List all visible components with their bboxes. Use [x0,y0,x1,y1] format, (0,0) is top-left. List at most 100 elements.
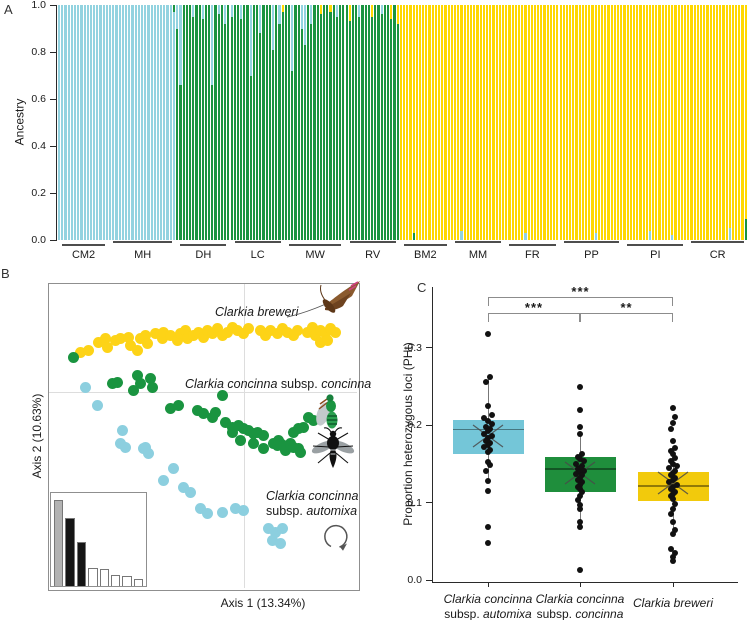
pca-point [91,399,103,411]
ancestry-bar [418,5,422,240]
ancestry-segment-green [188,5,192,240]
ancestry-bar [422,5,425,240]
ancestry-segment-green [396,23,399,240]
ancestry-bar [629,5,632,240]
pca-point [221,326,233,338]
ancestry-segment-blue [86,5,89,240]
ancestry-segment-blue [70,5,73,240]
boxplot-dot [672,414,679,421]
ancestry-segment-yellow [715,5,719,240]
pca-point [139,329,151,341]
boxplot-dot [480,444,487,451]
ancestry-bar [182,5,185,240]
ancestry-bar [278,5,281,240]
population-label: FR [525,249,540,261]
population-underline [509,244,556,246]
ancestry-tick [50,239,57,241]
pht-x-tick [579,582,581,587]
pht-axis-label: Proportion heterozygous loci (PHt) [401,342,415,526]
ancestry-segment-blue [201,5,204,20]
pca-point [257,442,269,454]
ancestry-bar [594,5,597,240]
ancestry-segment-yellow [390,5,393,20]
ancestry-bar [562,5,565,240]
pca-point [192,326,204,338]
ancestry-segment-yellow [690,5,693,240]
ancestry-segment-blue [671,235,674,240]
population-label: MW [305,249,325,261]
ancestry-segment-yellow [495,5,498,240]
ancestry-segment-yellow [722,5,725,240]
pca-point [114,437,126,449]
ancestry-segment-yellow [696,5,700,240]
ancestry-segment-green [390,19,393,240]
pca-point [287,426,299,438]
ancestry-segment-yellow [572,5,575,240]
ancestry-segment-green [393,5,396,240]
label-text: Clarkia concinna [535,592,625,606]
ancestry-segment-green [172,5,176,13]
scree-bar [122,576,132,586]
ancestry-segment-blue [172,12,176,240]
ancestry-bar [342,5,345,240]
ancestry-bar [457,5,460,240]
ancestry-segment-yellow [645,5,648,240]
ancestry-segment-yellow [575,5,578,240]
ancestry-segment-blue [64,5,67,240]
pca-point [294,446,306,458]
ancestry-segment-yellow [725,5,728,240]
ancestry-segment-yellow [329,5,332,13]
ancestry-segment-yellow [406,5,409,240]
ancestry-segment-yellow [629,5,632,240]
structure-population-PI [623,5,687,240]
boxplot-dot [670,530,676,537]
ancestry-bar [492,5,495,240]
ancestry-segment-blue [77,5,80,240]
ancestry-bar [460,5,463,240]
ancestry-segment-yellow [578,5,581,240]
pca-point [247,437,259,449]
hawkmoth-icon [316,279,362,317]
ancestry-segment-yellow [642,5,645,240]
ancestry-segment-yellow [620,5,623,240]
significance-bracket [580,313,673,322]
pca-point [301,326,313,338]
ancestry-segment-yellow [588,5,591,240]
boxplot-dot [579,489,586,496]
ancestry-segment-yellow [562,5,565,240]
ancestry-bar [332,5,335,240]
pca-point [287,329,299,341]
pca-point [216,506,228,518]
pca-point [197,407,209,419]
ancestry-segment-green [208,5,211,240]
pca-point [131,369,143,381]
boxplot-dot [577,524,583,531]
population-label: CM2 [71,249,96,261]
pca-axis2-label: Axis 2 (10.63%) [30,393,44,479]
pca-point [229,502,241,514]
ancestry-bar [323,5,326,240]
ancestry-segment-blue [109,5,112,240]
ancestry-bar [364,5,367,240]
pca-point [281,326,293,338]
ancestry-segment-blue [160,5,163,240]
ancestry-bar [738,5,741,240]
ancestry-segment-blue [73,5,77,240]
ancestry-segment-yellow [524,5,527,233]
ancestry-bar [741,5,744,240]
ancestry-bar [265,5,268,240]
ancestry-segment-green [326,5,329,240]
boxplot-dot [670,451,676,458]
ancestry-segment-blue [58,5,61,240]
pca-point [216,389,228,401]
label-text: Clarkia breweri [632,596,714,610]
boxplot-dot [670,518,676,525]
ancestry-segment-yellow [585,5,588,240]
ancestry-segment-yellow [709,5,712,240]
ancestry-segment-green [220,5,223,240]
ancestry-tick [50,192,57,194]
pca-point [194,502,206,514]
ancestry-tick-label: 0.0 [31,234,46,246]
ancestry-tick-label: 0.2 [31,187,46,199]
boxplot-dot [577,423,583,430]
